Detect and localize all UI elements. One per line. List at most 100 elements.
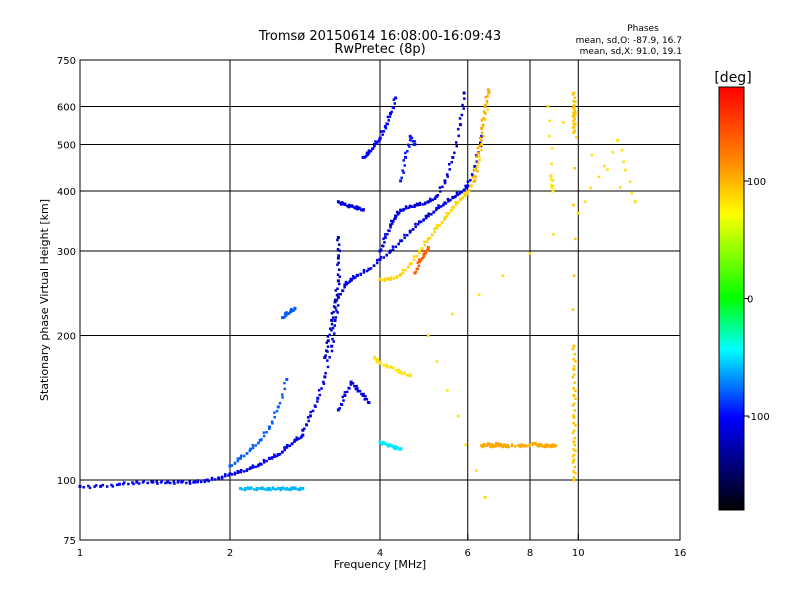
data-point (430, 233, 434, 237)
data-point (562, 121, 565, 124)
data-point (320, 387, 323, 390)
data-point (356, 390, 360, 393)
data-point (633, 200, 637, 204)
data-point (287, 488, 290, 491)
data-point (574, 123, 577, 126)
data-point (573, 409, 577, 412)
data-point (290, 307, 293, 311)
data-point (426, 214, 430, 218)
data-point (425, 250, 428, 254)
x-tick-label: 16 (674, 548, 687, 559)
data-point (166, 480, 170, 484)
data-point (137, 482, 141, 485)
data-point (483, 105, 487, 109)
data-point (440, 221, 444, 224)
data-point (342, 399, 345, 402)
data-point (172, 480, 176, 484)
data-point (332, 340, 335, 343)
data-point (366, 153, 370, 156)
data-point (326, 335, 330, 338)
data-point (417, 202, 421, 206)
data-point (337, 268, 341, 271)
data-point (551, 443, 555, 446)
data-point (324, 354, 327, 357)
data-point (278, 452, 282, 456)
data-point (387, 445, 390, 448)
data-point (379, 248, 383, 251)
data-point (220, 476, 224, 480)
data-point (573, 96, 577, 100)
data-point (473, 179, 477, 183)
data-point (403, 164, 406, 167)
data-point (348, 280, 351, 283)
data-point (478, 158, 481, 162)
data-point (383, 279, 387, 282)
data-point (249, 466, 253, 470)
data-point (239, 487, 243, 491)
data-point (387, 119, 391, 122)
data-point (383, 277, 387, 281)
data-point (399, 273, 403, 277)
data-point (423, 202, 427, 206)
data-point (338, 282, 341, 286)
data-point (101, 483, 105, 487)
data-point (355, 384, 358, 388)
data-point (224, 473, 227, 476)
data-point (390, 276, 393, 279)
data-point (269, 488, 272, 492)
data-point (445, 173, 449, 176)
data-point (464, 184, 467, 188)
data-point (263, 488, 267, 491)
data-point (353, 384, 356, 388)
data-point (350, 204, 354, 207)
data-point (572, 373, 576, 376)
data-point (260, 438, 263, 441)
data-point (417, 249, 421, 253)
data-point (446, 175, 449, 178)
data-point (484, 95, 488, 99)
data-point (335, 299, 339, 302)
data-point (395, 210, 399, 214)
data-point (270, 420, 274, 423)
data-point (283, 387, 287, 391)
y-tick-label: 750 (57, 56, 76, 67)
data-point (466, 190, 470, 194)
data-point (399, 447, 403, 451)
data-point (475, 155, 479, 158)
data-point (462, 107, 465, 110)
data-point (336, 273, 340, 276)
data-point (382, 130, 386, 133)
data-point (484, 103, 487, 107)
data-point (285, 443, 289, 447)
data-point (404, 268, 407, 272)
data-point (308, 414, 312, 418)
data-point (284, 314, 288, 317)
data-point (576, 211, 580, 215)
data-point (486, 88, 490, 92)
data-point (424, 252, 427, 255)
data-point (326, 339, 330, 343)
data-point (574, 100, 577, 103)
data-point (476, 169, 479, 173)
data-point (501, 274, 505, 277)
data-point (391, 366, 395, 369)
data-point (323, 355, 327, 359)
data-point (376, 141, 379, 144)
data-point (265, 430, 268, 434)
data-point (392, 98, 396, 101)
data-point (230, 473, 234, 476)
data-point (411, 140, 415, 143)
data-point (449, 198, 452, 202)
data-point (330, 318, 334, 322)
data-point (196, 480, 199, 484)
data-point (457, 134, 460, 138)
data-point (471, 174, 474, 178)
data-point (283, 381, 286, 385)
data-point (273, 455, 276, 458)
data-point (338, 249, 342, 253)
data-point (463, 194, 467, 198)
data-point (447, 212, 451, 215)
data-point (295, 436, 298, 439)
data-point (305, 423, 308, 426)
